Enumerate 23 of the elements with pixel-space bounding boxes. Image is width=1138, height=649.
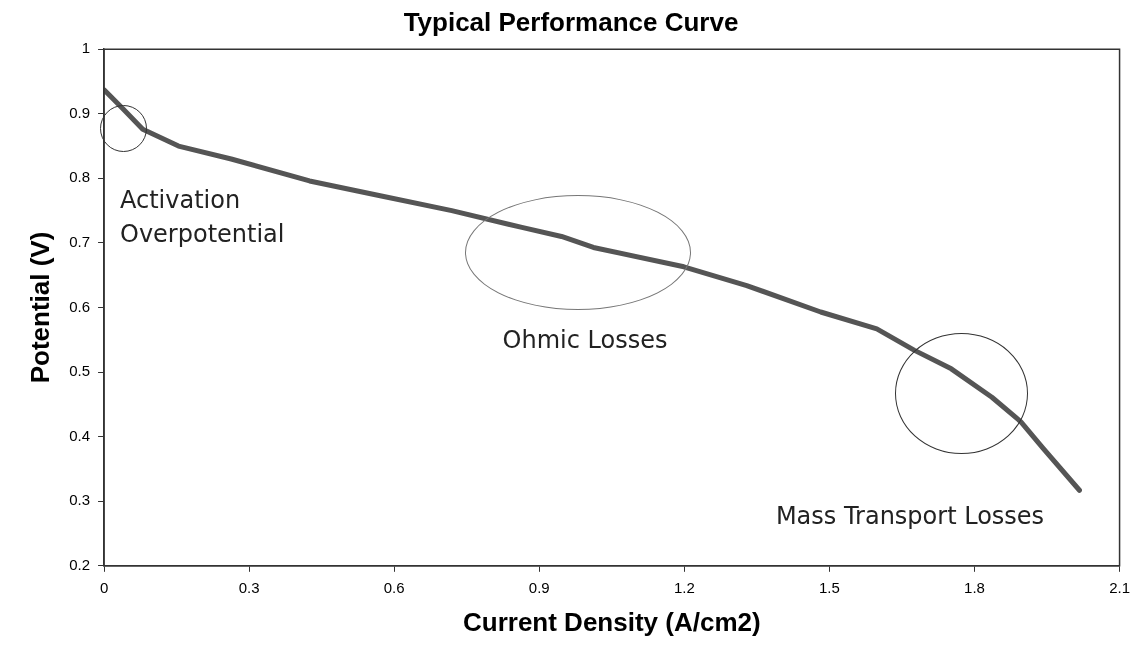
y-tick-label: 1 [81,39,91,57]
x-tick-label: 0.9 [528,578,550,596]
x-tick-label: 2.1 [1109,578,1130,596]
x-tick-label: 0.3 [238,578,260,596]
x-tick-label: 1.2 [673,578,695,596]
y-tick-label: 0.8 [69,168,91,186]
x-tick-label: 0 [99,578,109,596]
annotation: Ohmic Losses [502,326,668,355]
chart-title: Typical Performance Curve [403,6,739,37]
y-tick-label: 0.7 [69,233,91,251]
x-tick-label: 1.8 [964,578,985,596]
y-tick-label: 0.5 [69,362,91,380]
y-axis-title: Potential (V) [24,231,55,384]
annotation: Activation Overpotential [120,186,285,249]
annotation: Mass Transport Losses [775,502,1045,531]
y-tick-label: 0.4 [69,426,91,444]
y-tick-label: 0.9 [69,103,91,121]
x-axis-title: Current Density (A/cm2) [463,606,761,637]
x-tick-label: 1.5 [819,578,840,596]
y-tick-label: 0.3 [69,491,91,509]
x-tick-label: 0.6 [383,578,405,596]
y-tick-label: 0.6 [69,297,91,315]
y-tick-label: 0.2 [69,555,91,573]
